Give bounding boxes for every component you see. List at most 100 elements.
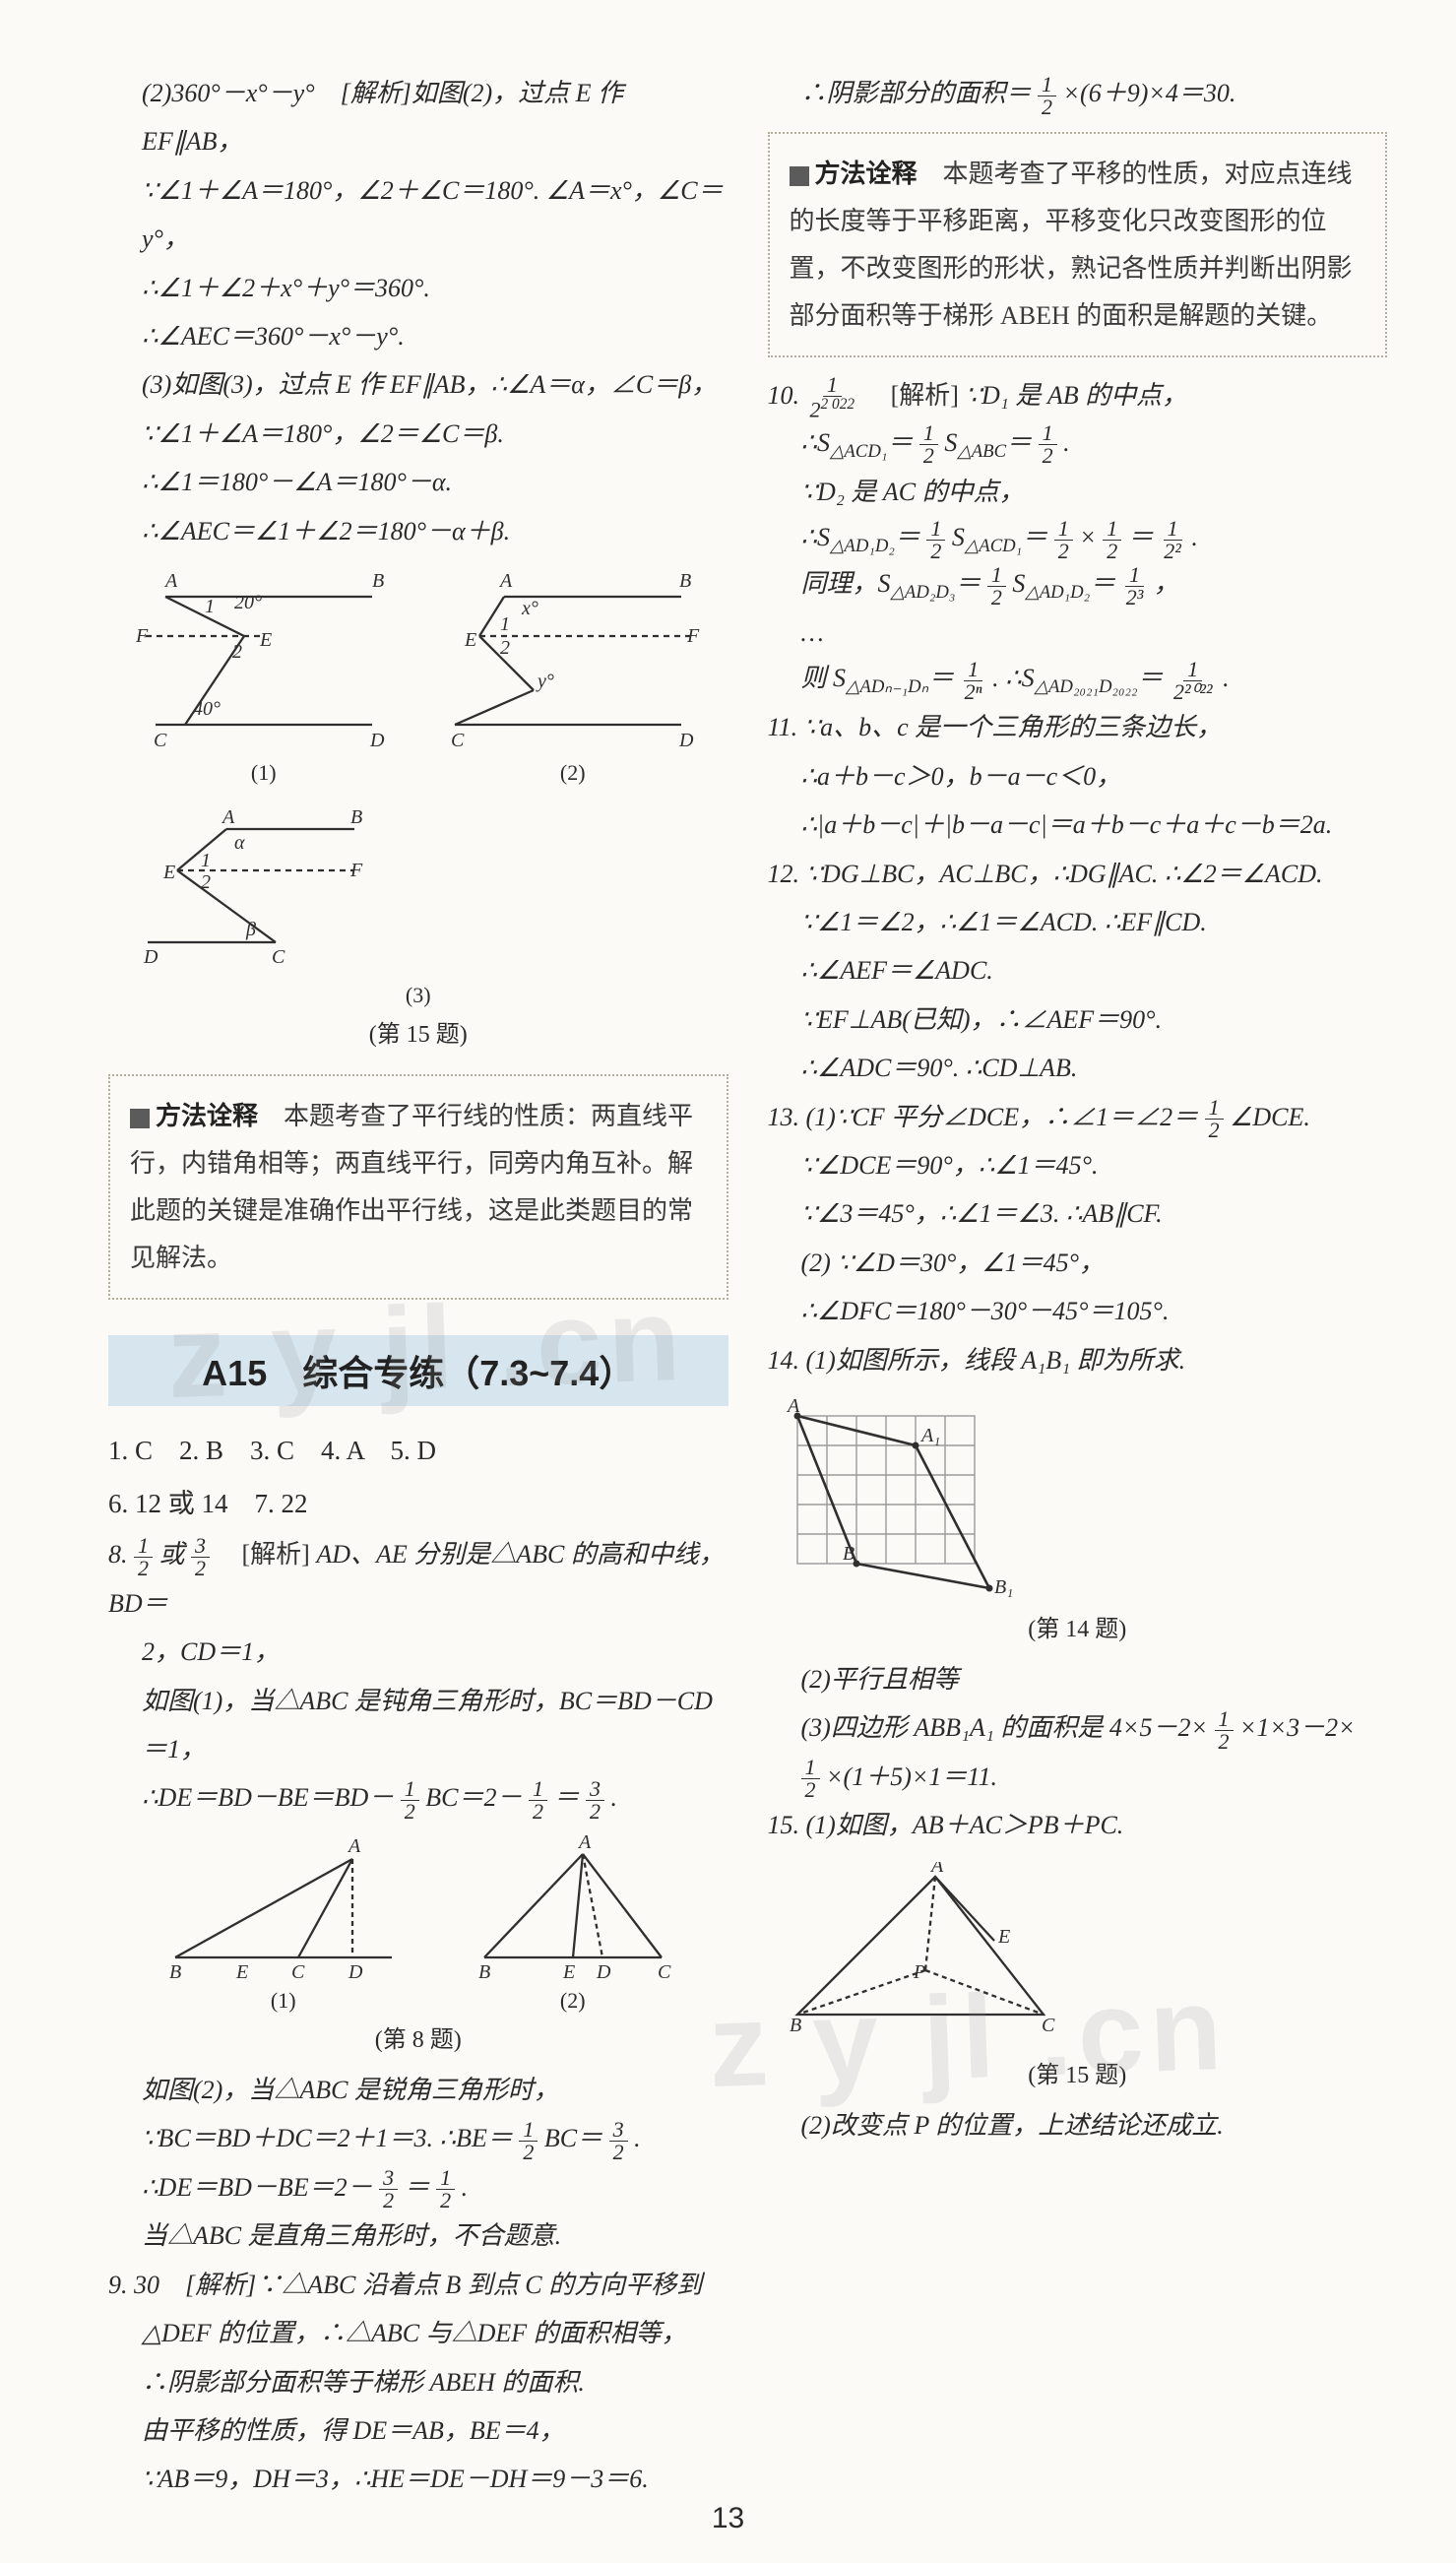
page-number: 13 <box>0 2502 1456 2535</box>
paragraph: ∵∠DCE＝90°，∴∠1＝45°. <box>768 1141 1388 1189</box>
svg-text:A: A <box>498 570 513 592</box>
svg-text:E: E <box>259 629 272 651</box>
svg-text:y°: y° <box>536 671 554 692</box>
figure-sub-caption: (1) <box>156 1988 411 2014</box>
svg-text:D: D <box>596 1961 611 1982</box>
answer-row: 6. 12 或 14 7. 22 <box>108 1477 728 1530</box>
paragraph: … <box>768 609 1388 657</box>
square-icon <box>130 1109 150 1128</box>
paragraph: ∴∠ADC＝90°. ∴CD⊥AB. <box>768 1044 1388 1092</box>
svg-text:1: 1 <box>205 596 215 617</box>
right-column: ∴阴影部分的面积＝ 12 ×(6＋9)×4＝30. 方法诠释 本题考查了平移的性… <box>768 69 1388 2504</box>
svg-text:B: B <box>790 2015 801 2036</box>
figure-caption: (第 15 题) <box>768 2055 1388 2089</box>
svg-text:A: A <box>163 570 178 592</box>
svg-text:B: B <box>843 1543 855 1565</box>
paragraph: 由平移的性质，得 DE＝AB，BE＝4， <box>108 2406 728 2455</box>
figure-15-1: AB FE 120° 2 40° CD (1) <box>136 567 392 786</box>
q8: 8. 12 或 32 [解析] AD、AE 分别是△ABC 的高和中线，BD＝ <box>108 1530 728 1628</box>
q9: 9. 30 [解析]∵△ABC 沿着点 B 到点 C 的方向平移到 <box>108 2261 728 2309</box>
svg-text:B: B <box>169 1961 181 1982</box>
section-header: A15 综合专练（7.3~7.4） <box>108 1335 728 1406</box>
paragraph: (3)四边形 ABB₁A₁ 的面积是 4×5－2× 12 ×1×3－2× <box>768 1703 1388 1753</box>
svg-text:A: A <box>221 809 235 828</box>
square-icon <box>790 166 809 186</box>
fraction: 32 <box>191 1535 210 1579</box>
svg-text:C: C <box>1042 2015 1055 2036</box>
svg-text:B: B <box>372 570 384 592</box>
svg-text:1: 1 <box>500 613 510 635</box>
paragraph: ∴DE＝BD－BE＝BD－ 12 BC＝2－ 12 ＝ 32 . <box>108 1773 728 1823</box>
method-box: 方法诠释 本题考查了平行线的性质：两直线平行，内错角相等；两直线平行，同旁内角互… <box>108 1074 728 1300</box>
svg-text:C: C <box>291 1961 305 1982</box>
paragraph: ∴∠AEC＝∠1＋∠2＝180°－α＋β. <box>108 507 728 555</box>
svg-text:A: A <box>577 1834 592 1853</box>
svg-text:α: α <box>234 832 245 854</box>
figure-8-1: A BECD (1) <box>156 1834 411 2014</box>
svg-text:C: C <box>154 730 167 751</box>
figure-sub-caption: (2) <box>445 760 701 786</box>
paragraph: ∵∠1＝∠2，∴∠1＝∠ACD. ∴EF∥CD. <box>768 898 1388 946</box>
paragraph: ∵D₂ 是 AC 的中点， <box>768 468 1388 516</box>
svg-text:B₁: B₁ <box>994 1576 1013 1598</box>
paragraph: ∴|a＋b－c|＋|b－a－c|＝a＋b－c＋a＋c－b＝2a. <box>768 801 1388 849</box>
q10: 10. 122 022 [解析] ∵D₁ 是 AB 的中点， <box>768 371 1388 421</box>
figure-8-2: A BEDC (2) <box>465 1834 681 2014</box>
figure-sub-caption: (3) <box>108 983 728 1008</box>
paragraph: △DEF 的位置，∴△ABC 与△DEF 的面积相等， <box>108 2309 728 2357</box>
paragraph: ∵∠1＋∠A＝180°，∠2＝∠C＝β. <box>108 410 728 458</box>
paragraph: ∴阴影部分面积等于梯形 ABEH 的面积. <box>108 2358 728 2406</box>
svg-text:x°: x° <box>521 598 538 619</box>
svg-text:β: β <box>245 919 256 940</box>
figure-sub-caption: (2) <box>465 1988 681 2014</box>
figure-caption: (第 14 题) <box>768 1609 1388 1643</box>
columns: (2)360°－x°－y° [解析]如图(2)，过点 E 作 EF∥AB， ∵∠… <box>108 69 1387 2504</box>
page: z y jl .cn z y jl .cn (2)360°－x°－y° [解析]… <box>0 0 1456 2563</box>
svg-text:F: F <box>686 625 700 647</box>
q12: 12. ∵DG⊥BC，AC⊥BC，∴DG∥AC. ∴∠2＝∠ACD. <box>768 850 1388 898</box>
paragraph: 如图(2)，当△ABC 是锐角三角形时， <box>108 2066 728 2114</box>
paragraph: (2)360°－x°－y° [解析]如图(2)，过点 E 作 EF∥AB， <box>108 69 728 166</box>
paragraph: ∴∠DFC＝180°－30°－45°＝105°. <box>768 1287 1388 1335</box>
paragraph: 则 S△ADₙ₋₁Dₙ＝ 12ⁿ . ∴S△AD₂₀₂₁D₂₀₂₂＝ 12²⁰²… <box>768 657 1388 703</box>
paragraph: ∴DE＝BD－BE＝2－ 32 ＝ 12 . <box>108 2163 728 2212</box>
svg-text:A: A <box>347 1835 361 1857</box>
paragraph: 2，CD＝1， <box>108 1628 728 1676</box>
svg-text:B: B <box>350 809 362 828</box>
svg-text:F: F <box>349 860 363 881</box>
paragraph: ∴阴影部分的面积＝ 12 ×(6＋9)×4＝30. <box>768 69 1388 118</box>
paragraph: ∴a＋b－c＞0，b－a－c＜0， <box>768 752 1388 801</box>
svg-text:P: P <box>913 1961 925 1983</box>
left-column: (2)360°－x°－y° [解析]如图(2)，过点 E 作 EF∥AB， ∵∠… <box>108 69 728 2504</box>
bracket: [解析] <box>217 1540 310 1569</box>
paragraph: 12 ×(1＋5)×1＝11. <box>768 1753 1388 1802</box>
text: 或 <box>159 1540 192 1569</box>
svg-text:C: C <box>658 1961 671 1982</box>
svg-text:C: C <box>272 946 285 968</box>
q11: 11. ∵a、b、c 是一个三角形的三条边长， <box>768 703 1388 751</box>
figure-15-right: ABC PE (第 15 题) <box>768 1862 1388 2089</box>
figure-8: A B E C D (1) <box>108 1834 728 2054</box>
figure-15-3: AB α E12F β DC (3) (第 15 题) <box>108 809 728 1049</box>
svg-text:40°: 40° <box>193 698 221 720</box>
svg-text:E: E <box>464 629 476 651</box>
paragraph: ∵EF⊥AB(已知)，∴∠AEF＝90°. <box>768 995 1388 1044</box>
svg-text:2: 2 <box>201 871 211 893</box>
fraction: 12 <box>134 1535 153 1579</box>
paragraph: 当△ABC 是直角三角形时，不合题意. <box>108 2211 728 2260</box>
figure-15-2: AB x° E12F y° CD (2) <box>445 567 701 786</box>
text: 8. <box>108 1540 134 1569</box>
svg-text:E: E <box>235 1961 248 1982</box>
figure-14: AA₁ BB₁ (第 14 题) <box>768 1396 1388 1643</box>
paragraph: (2) ∵∠D＝30°，∠1＝45°， <box>768 1239 1388 1287</box>
figure-15-row: AB FE 120° 2 40° CD (1) <box>108 567 728 786</box>
paragraph: ∴S△ACD₁＝ 12 S△ABC＝ 12 . <box>768 421 1388 468</box>
svg-text:C: C <box>451 730 465 751</box>
paragraph: (2)改变点 P 的位置，上述结论还成立. <box>768 2101 1388 2149</box>
svg-text:2: 2 <box>500 637 510 659</box>
answer-row: 1. C 2. B 3. C 4. A 5. D <box>108 1424 728 1477</box>
svg-text:20°: 20° <box>234 592 262 613</box>
svg-text:D: D <box>678 730 694 751</box>
method-label: 方法诠释 <box>156 1101 258 1130</box>
figure-caption: (第 8 题) <box>108 2019 728 2054</box>
